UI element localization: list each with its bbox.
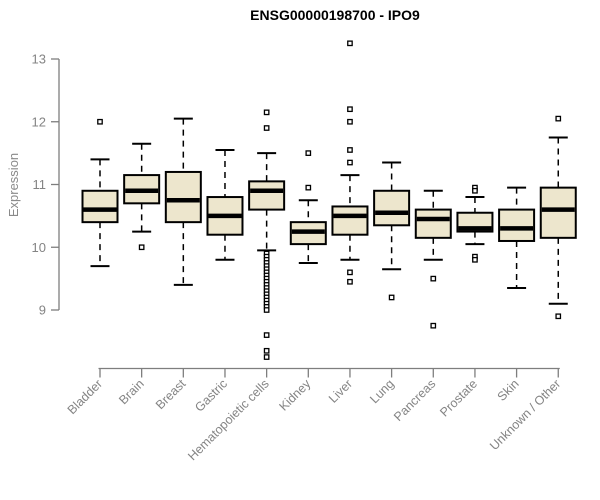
x-category-label-liver: Liver [326, 377, 355, 406]
x-category-label-bladder: Bladder [65, 377, 105, 417]
outlier-liver-3 [347, 147, 353, 153]
x-category-label-lung: Lung [367, 377, 397, 407]
box-lung [373, 189, 411, 227]
outlier-liver-2 [347, 118, 353, 125]
outlier-unknown-other-0 [555, 115, 562, 122]
x-category-label-skin: Skin [495, 377, 522, 404]
outlier-liver-6 [347, 278, 353, 285]
outlier-hematopoietic-cells-20 [263, 307, 270, 313]
outlier-liver-1 [347, 106, 353, 113]
outlier-pancreas-0 [430, 275, 437, 282]
outlier-prostate-1 [472, 187, 478, 194]
box-skin [498, 208, 536, 242]
outlier-hematopoietic-cells-0 [263, 109, 270, 116]
outlier-hematopoietic-cells-22 [263, 347, 270, 354]
outlier-hematopoietic-cells-23 [263, 354, 270, 360]
outlier-kidney-0 [305, 150, 312, 156]
x-category-label-breast: Breast [153, 376, 189, 412]
box-liver [331, 205, 369, 236]
outlier-liver-5 [347, 269, 353, 276]
x-category-label-hematopoietic-cells: Hematopoietic cells [185, 377, 272, 464]
outlier-lung-0 [388, 294, 395, 301]
x-category-label-brain: Brain [116, 377, 147, 408]
y-tick-label-11: 11 [33, 177, 47, 192]
box-unknown-other [539, 186, 577, 239]
box-hematopoietic-cells [248, 180, 286, 211]
x-category-label-prostate: Prostate [437, 377, 480, 420]
x-category-label-pancreas: Pancreas [391, 377, 438, 424]
x-category-label-gastric: Gastric [192, 377, 230, 415]
x-category-label-unknown-other: Unknown / Other [487, 377, 563, 453]
outlier-bladder-0 [97, 118, 103, 125]
outlier-prostate-3 [472, 256, 478, 263]
outlier-hematopoietic-cells-1 [263, 125, 270, 131]
outlier-kidney-1 [305, 184, 312, 191]
y-tick-label-13: 13 [32, 52, 46, 67]
x-category-label-kidney: Kidney [276, 376, 313, 413]
outlier-liver-4 [347, 159, 353, 166]
outlier-unknown-other-1 [555, 313, 562, 320]
y-tick-label-10: 10 [32, 240, 46, 255]
outlier-hematopoietic-cells-21 [263, 332, 270, 338]
box-pancreas [414, 208, 452, 239]
chart-title: ENSG00000198700 - IPO9 [250, 7, 420, 23]
y-tick-label-9: 9 [39, 303, 46, 318]
outlier-liver-0 [347, 40, 353, 47]
outlier-brain-0 [138, 244, 145, 251]
box-breast [164, 170, 202, 224]
y-tick-label-12: 12 [32, 114, 46, 129]
box-bladder [81, 189, 119, 224]
outlier-pancreas-1 [430, 322, 437, 329]
